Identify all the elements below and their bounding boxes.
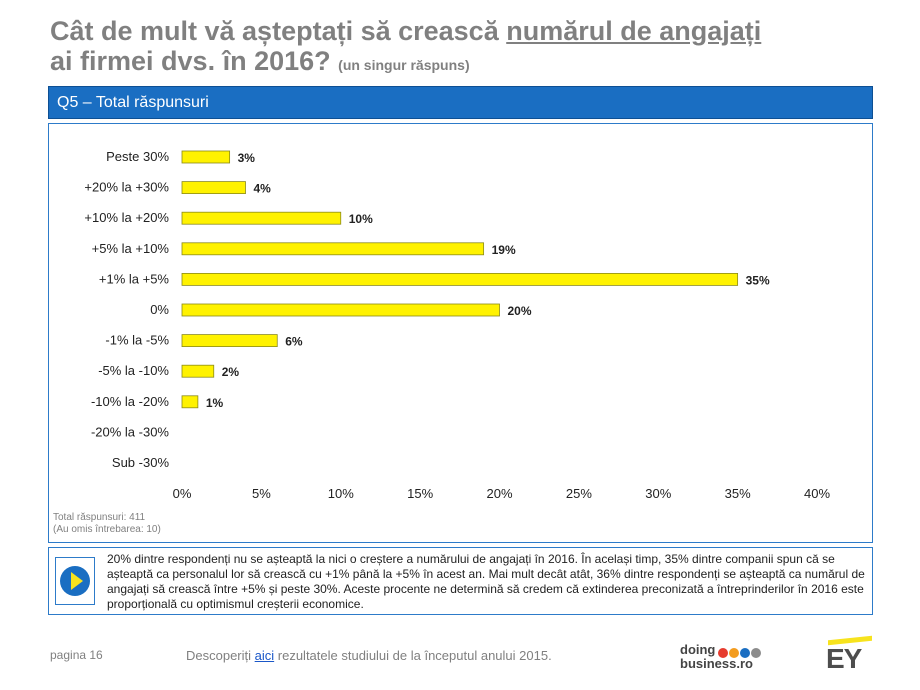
bar — [181, 242, 485, 256]
footnote-omitted: (Au omis întrebarea: 10) — [53, 524, 161, 535]
logo-dot — [729, 648, 739, 658]
bar — [181, 150, 231, 164]
data-label: 1% — [206, 396, 224, 410]
bar — [181, 395, 199, 409]
data-label: 35% — [746, 273, 770, 287]
logo-dot — [740, 648, 750, 658]
data-label: 10% — [349, 212, 373, 226]
category-label: +20% la +30% — [84, 180, 169, 195]
ey-logo-text: EY — [826, 643, 862, 674]
section-bar-label: Q5 – Total răspunsuri — [57, 94, 209, 111]
category-label: +1% la +5% — [99, 271, 170, 286]
discover-after: rezultatele studiului de la începutul an… — [274, 648, 552, 663]
x-tick-label: 30% — [645, 486, 671, 501]
discover-note: Descoperiți aici rezultatele studiului d… — [186, 648, 552, 663]
bar — [181, 334, 278, 348]
discover-before: Descoperiți — [186, 648, 255, 663]
title-underlined: numărul de angajați — [506, 16, 762, 46]
x-tick-label: 35% — [725, 486, 751, 501]
data-label: 2% — [222, 365, 240, 379]
doingbusiness-logo: doing business.ro — [680, 643, 780, 673]
footnote-total: Total răspunsuri: 411 — [53, 512, 146, 523]
bar — [181, 303, 500, 317]
summary-text: 20% dintre respondenți nu se așteaptă la… — [107, 552, 865, 611]
logo-dots — [718, 645, 762, 663]
logo-doing: doing — [680, 642, 716, 657]
category-label: Sub -30% — [112, 455, 170, 470]
logo-business: business.ro — [680, 656, 753, 671]
category-label: Peste 30% — [106, 149, 169, 164]
x-tick-label: 0% — [173, 486, 192, 501]
play-icon — [55, 557, 95, 605]
logo-dot — [751, 648, 761, 658]
category-label: -5% la -10% — [98, 363, 169, 378]
bar — [181, 211, 342, 225]
page-number: pagina 16 — [50, 648, 103, 662]
data-label: 4% — [254, 182, 272, 196]
x-tick-label: 20% — [486, 486, 512, 501]
page-title: Cât de mult vă așteptați să crească numă… — [50, 16, 890, 80]
x-tick-label: 15% — [407, 486, 433, 501]
category-label: -20% la -30% — [91, 424, 169, 439]
bar — [181, 272, 739, 286]
data-label: 6% — [285, 335, 303, 349]
category-label: +5% la +10% — [92, 241, 170, 256]
summary-box: 20% dintre respondenți nu se așteaptă la… — [48, 547, 873, 615]
bar — [181, 181, 246, 194]
data-label: 3% — [238, 151, 256, 165]
data-label: 19% — [492, 243, 516, 257]
discover-link[interactable]: aici — [254, 648, 275, 663]
logo-dot — [718, 648, 728, 658]
category-label: 0% — [150, 302, 169, 317]
bar-chart: Peste 30% 3% +20% la +30% 4% +10% la +20% 10%… — [84, 149, 830, 501]
x-tick-label: 5% — [252, 486, 271, 501]
x-tick-label: 25% — [566, 486, 592, 501]
title-part2: ai firmei dvs. în 2016? — [50, 46, 331, 76]
data-label: 20% — [508, 304, 532, 318]
chart-box: Peste 30% 3% +20% la +30% 4% +10% la +20% 10%… — [48, 123, 873, 543]
category-label: +10% la +20% — [84, 210, 169, 225]
title-part1: Cât de mult vă așteptați să crească — [50, 16, 507, 46]
footnote: Total răspunsuri: 411 (Au omis întrebare… — [53, 512, 161, 536]
category-label: -1% la -5% — [105, 333, 169, 348]
bar — [181, 364, 215, 378]
ey-logo: EY — [826, 635, 872, 675]
x-tick-label: 10% — [328, 486, 354, 501]
section-bar: Q5 – Total răspunsuri — [48, 86, 873, 119]
title-note: (un singur răspuns) — [338, 57, 470, 73]
x-tick-label: 40% — [804, 486, 830, 501]
category-label: -10% la -20% — [91, 394, 169, 409]
